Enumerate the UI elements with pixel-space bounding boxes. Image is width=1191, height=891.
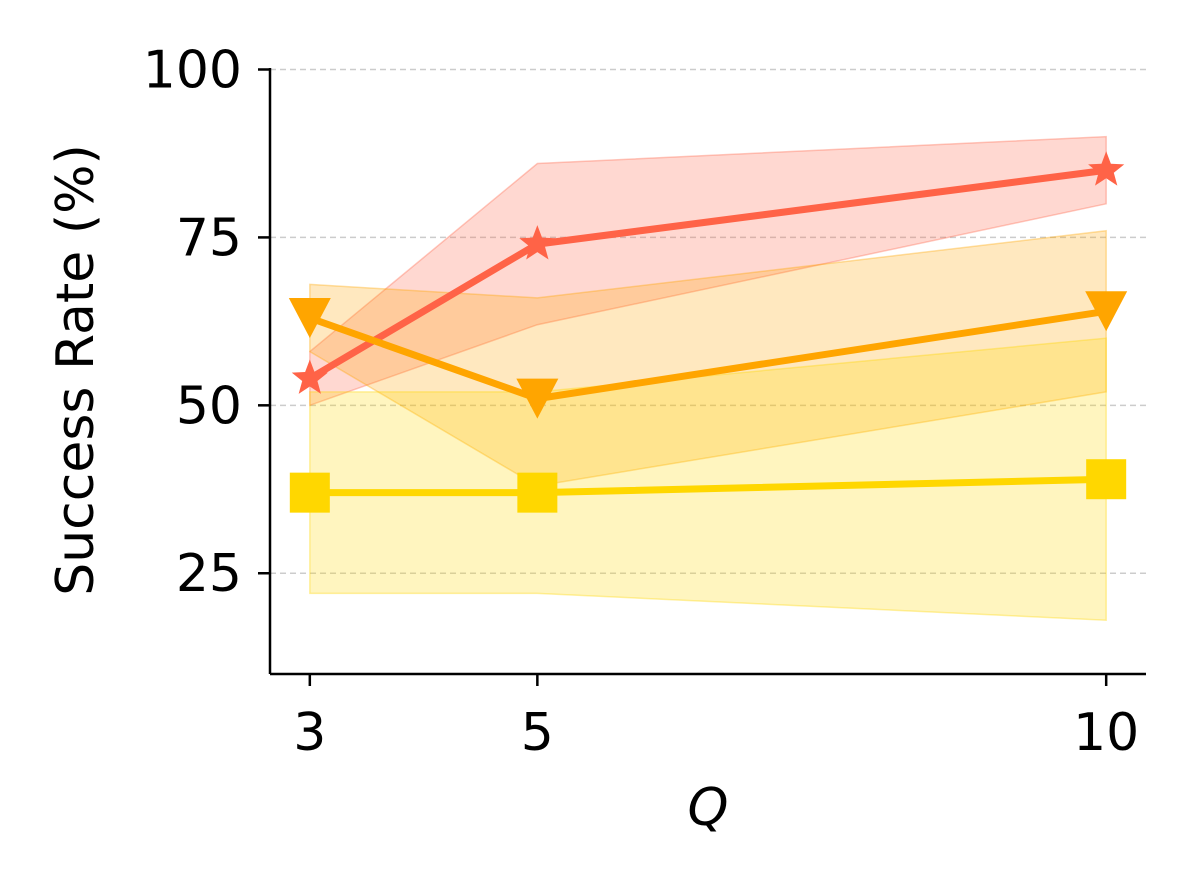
- band-series-1: [309, 135, 1107, 407]
- y-axis-title: Success Rate (%): [46, 144, 106, 596]
- y-tick-label-50: 50: [176, 376, 242, 436]
- x-tick-label-3: 3: [293, 703, 326, 763]
- grid-lines: [270, 68, 1146, 574]
- error-bands: [309, 135, 1107, 622]
- marker-series-3-x10: [1086, 459, 1127, 500]
- y-tick-label-75: 75: [176, 208, 242, 268]
- marker-series-3-x5: [517, 472, 558, 513]
- x-tick-label-10: 10: [1073, 703, 1139, 763]
- series-markers: [288, 151, 1128, 513]
- y-tick-label-25: 25: [176, 544, 242, 604]
- x-axis-title: Q: [688, 778, 729, 838]
- x-tick-label-5: 5: [521, 703, 554, 763]
- marker-series-1-x5: [519, 225, 556, 260]
- marker-series-3-x3: [289, 472, 330, 513]
- marker-series-2-x5: [516, 378, 559, 419]
- axes: [258, 68, 1146, 686]
- tick-labels: 25 50 75 100 3 5 10: [143, 40, 1140, 763]
- y-tick-label-100: 100: [143, 40, 242, 100]
- marker-series-1-x3: [291, 359, 328, 394]
- marker-series-2-x3: [288, 298, 331, 339]
- marker-series-1-x10: [1088, 151, 1125, 186]
- marker-series-2-x10: [1085, 291, 1128, 332]
- band-series-2: [309, 229, 1107, 487]
